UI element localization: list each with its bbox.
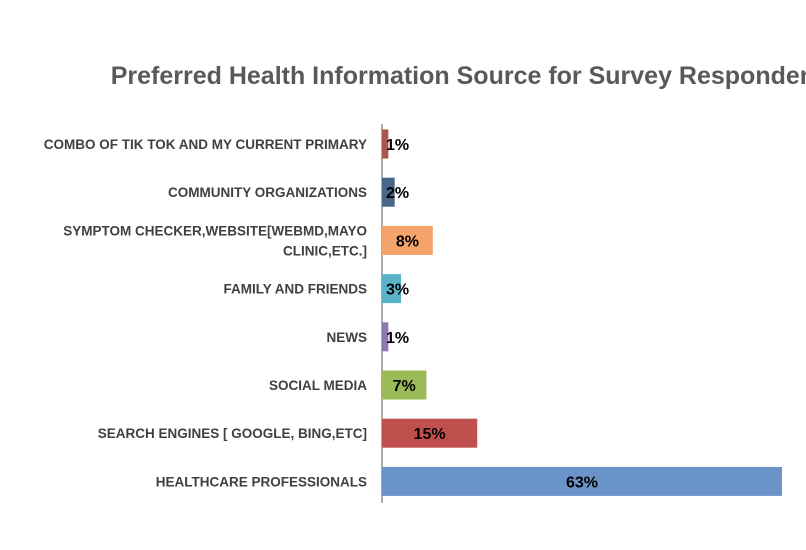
data-label-4: 3% <box>386 282 409 299</box>
chart-title: Preferred Health Information Source for … <box>111 62 806 90</box>
category-label-2: COMMUNITY ORGANIZATIONS <box>168 185 367 200</box>
category-label-3: SYMPTOM CHECKER,WEBSITE[WEBMD,MAYO CLINIC… <box>63 223 367 258</box>
data-label-5: 1% <box>386 330 409 347</box>
bar-4 <box>382 274 402 304</box>
category-label-8: HEALTHCARE PROFESSIONALS <box>156 474 367 489</box>
data-label-2: 2% <box>386 185 409 202</box>
bar-5 <box>382 322 389 352</box>
bar-1 <box>382 129 389 159</box>
data-label-8: 63% <box>566 474 598 491</box>
category-label-6: SOCIAL MEDIA <box>269 378 367 393</box>
data-label-1: 1% <box>386 137 409 154</box>
data-label-6: 7% <box>393 378 416 395</box>
bar-3 <box>382 225 433 255</box>
category-label-1: COMBO OF TIK TOK AND MY CURRENT PRIMARY <box>44 137 367 152</box>
bar-8 <box>382 466 782 496</box>
category-label-7: SEARCH ENGINES [ GOOGLE, BING,ETC] <box>98 426 367 441</box>
bar-6 <box>382 370 427 400</box>
bar-2 <box>382 177 395 207</box>
data-label-7: 15% <box>414 426 446 443</box>
bars-group: COMBO OF TIK TOK AND MY CURRENT PRIMARY 1… <box>44 129 782 496</box>
data-label-3: 8% <box>396 233 419 250</box>
category-label-5: NEWS <box>327 330 368 345</box>
category-label-4: FAMILY AND FRIENDS <box>223 282 367 297</box>
bar-7 <box>382 418 478 448</box>
